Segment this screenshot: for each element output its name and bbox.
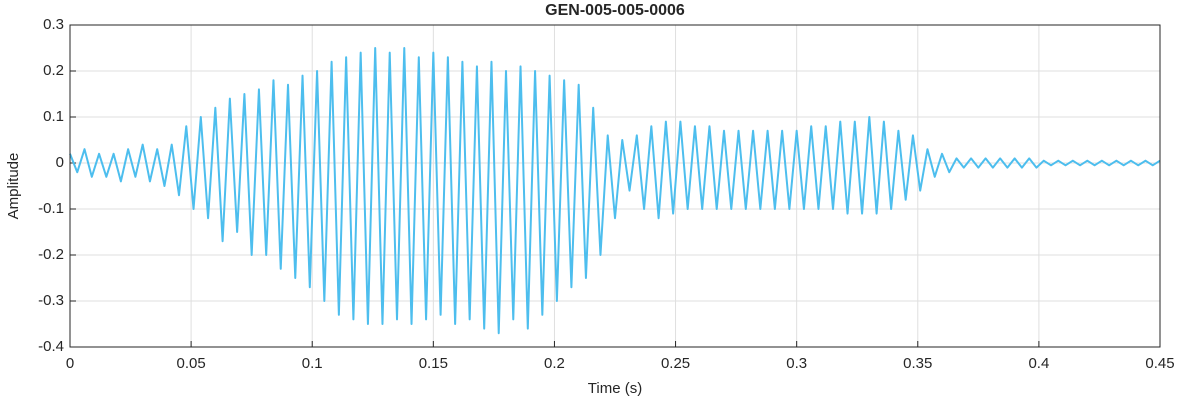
plot-area — [70, 25, 1160, 347]
x-tick-label: 0 — [66, 355, 74, 372]
x-tick-label: 0.15 — [419, 355, 448, 372]
x-tick-label: 0.1 — [302, 355, 323, 372]
x-tick-label: 0.05 — [177, 355, 206, 372]
y-axis-label: Amplitude — [5, 153, 22, 220]
chart-title: GEN-005-005-0006 — [545, 2, 685, 19]
x-tick-label: 0.2 — [544, 355, 565, 372]
y-tick-label: 0 — [56, 154, 64, 171]
y-tick-label: 0.1 — [43, 108, 64, 125]
x-tick-label: 0.4 — [1028, 355, 1049, 372]
y-tick-label: -0.1 — [38, 200, 64, 217]
y-tick-label: -0.4 — [38, 338, 64, 355]
x-axis-label: Time (s) — [588, 380, 642, 397]
x-tick-label: 0.3 — [786, 355, 807, 372]
y-tick-label: 0.3 — [43, 16, 64, 33]
waveform-line — [69, 47, 1161, 335]
axes-box — [69, 24, 1161, 348]
x-tick-label: 0.35 — [903, 355, 932, 372]
x-tick-label: 0.25 — [661, 355, 690, 372]
y-tick-label: -0.3 — [38, 292, 64, 309]
y-tick-label: 0.2 — [43, 62, 64, 79]
x-tick-label: 0.45 — [1145, 355, 1174, 372]
y-tick-label: -0.2 — [38, 246, 64, 263]
